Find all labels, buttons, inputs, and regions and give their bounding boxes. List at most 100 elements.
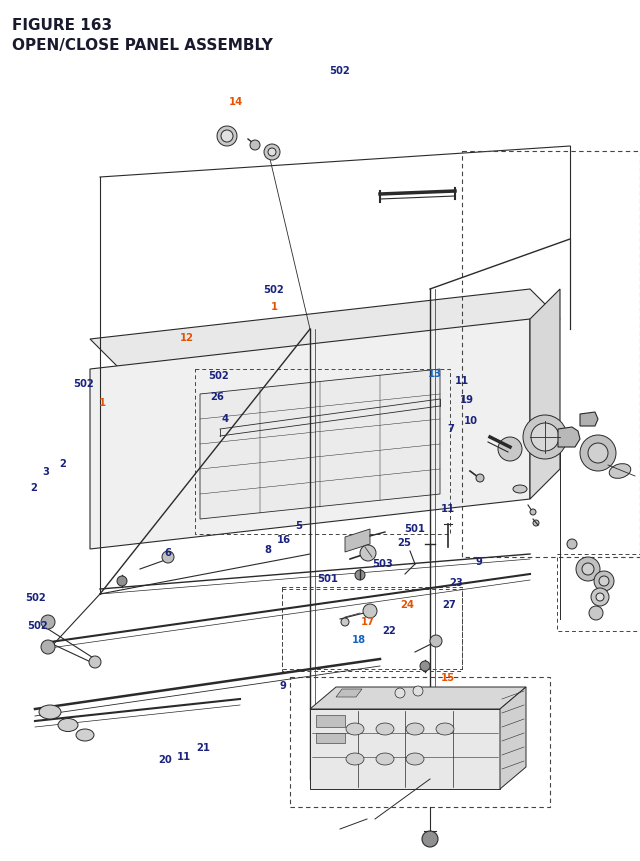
Ellipse shape xyxy=(609,464,631,479)
Text: 503: 503 xyxy=(372,558,393,568)
Text: 7: 7 xyxy=(447,424,454,434)
Circle shape xyxy=(41,616,55,629)
Circle shape xyxy=(599,576,609,586)
Ellipse shape xyxy=(376,753,394,765)
Circle shape xyxy=(363,604,377,618)
Text: 11: 11 xyxy=(441,503,455,513)
Circle shape xyxy=(89,656,101,668)
Polygon shape xyxy=(558,428,580,448)
Text: 1: 1 xyxy=(270,301,278,312)
Text: 15: 15 xyxy=(441,672,455,682)
Polygon shape xyxy=(345,530,370,553)
Polygon shape xyxy=(316,715,345,728)
Text: 502: 502 xyxy=(73,379,93,389)
Circle shape xyxy=(117,576,127,586)
Circle shape xyxy=(41,641,55,654)
Polygon shape xyxy=(90,319,530,549)
Text: 21: 21 xyxy=(196,742,211,753)
Circle shape xyxy=(498,437,522,461)
Circle shape xyxy=(594,572,614,592)
Text: 501: 501 xyxy=(404,523,425,534)
Circle shape xyxy=(420,661,430,672)
Text: 22: 22 xyxy=(382,625,396,635)
Text: 6: 6 xyxy=(164,548,171,558)
Text: 18: 18 xyxy=(351,634,365,644)
Text: 25: 25 xyxy=(397,537,412,548)
Text: OPEN/CLOSE PANEL ASSEMBLY: OPEN/CLOSE PANEL ASSEMBLY xyxy=(12,38,273,53)
Circle shape xyxy=(422,831,438,847)
Ellipse shape xyxy=(376,723,394,735)
Text: 27: 27 xyxy=(442,599,456,610)
Text: 26: 26 xyxy=(211,391,225,401)
Polygon shape xyxy=(580,412,598,426)
Circle shape xyxy=(588,443,608,463)
Circle shape xyxy=(162,551,174,563)
Circle shape xyxy=(264,145,280,161)
Circle shape xyxy=(395,688,405,698)
Text: 502: 502 xyxy=(264,284,284,294)
Circle shape xyxy=(355,570,365,580)
Circle shape xyxy=(221,131,233,143)
Circle shape xyxy=(589,606,603,620)
Text: 11: 11 xyxy=(177,751,191,761)
Circle shape xyxy=(523,416,567,460)
Polygon shape xyxy=(310,709,500,789)
Circle shape xyxy=(591,588,609,606)
Text: 4: 4 xyxy=(221,413,229,424)
Text: 16: 16 xyxy=(277,534,291,544)
Text: 5: 5 xyxy=(295,520,301,530)
Circle shape xyxy=(413,686,423,697)
Circle shape xyxy=(476,474,484,482)
Ellipse shape xyxy=(436,723,454,735)
Circle shape xyxy=(430,635,442,647)
Polygon shape xyxy=(200,369,440,519)
Text: 502: 502 xyxy=(25,592,45,603)
Polygon shape xyxy=(90,289,560,369)
Text: 10: 10 xyxy=(464,415,478,425)
Text: 502: 502 xyxy=(27,620,47,630)
Text: 9: 9 xyxy=(280,680,286,691)
Ellipse shape xyxy=(406,753,424,765)
Text: 13: 13 xyxy=(428,369,442,379)
Text: 12: 12 xyxy=(180,332,194,343)
Text: 23: 23 xyxy=(449,577,463,587)
Text: 11: 11 xyxy=(455,375,469,386)
Polygon shape xyxy=(500,687,526,789)
Circle shape xyxy=(250,141,260,151)
Text: 17: 17 xyxy=(361,616,375,627)
Polygon shape xyxy=(310,687,526,709)
Text: 502: 502 xyxy=(329,65,349,76)
Ellipse shape xyxy=(58,719,78,732)
Ellipse shape xyxy=(76,729,94,741)
Text: 8: 8 xyxy=(264,544,271,554)
Ellipse shape xyxy=(346,753,364,765)
Circle shape xyxy=(360,545,376,561)
Text: FIGURE 163: FIGURE 163 xyxy=(12,18,112,33)
Circle shape xyxy=(341,618,349,626)
Polygon shape xyxy=(316,734,345,743)
Ellipse shape xyxy=(346,723,364,735)
Circle shape xyxy=(268,149,276,157)
Ellipse shape xyxy=(406,723,424,735)
Text: 14: 14 xyxy=(228,96,243,107)
Circle shape xyxy=(217,127,237,147)
Text: 2: 2 xyxy=(30,482,36,492)
Polygon shape xyxy=(336,689,362,697)
Text: 9: 9 xyxy=(476,556,482,567)
Circle shape xyxy=(530,510,536,516)
Text: 20: 20 xyxy=(158,754,172,765)
Circle shape xyxy=(596,593,604,601)
Polygon shape xyxy=(530,289,560,499)
Circle shape xyxy=(531,424,559,451)
Text: 2: 2 xyxy=(60,458,66,468)
Text: 502: 502 xyxy=(209,370,229,381)
Circle shape xyxy=(582,563,594,575)
Circle shape xyxy=(567,539,577,549)
Ellipse shape xyxy=(513,486,527,493)
Text: 19: 19 xyxy=(460,394,474,405)
Text: 24: 24 xyxy=(400,599,414,610)
Circle shape xyxy=(576,557,600,581)
Ellipse shape xyxy=(39,705,61,719)
Circle shape xyxy=(533,520,539,526)
Text: 501: 501 xyxy=(317,573,338,584)
